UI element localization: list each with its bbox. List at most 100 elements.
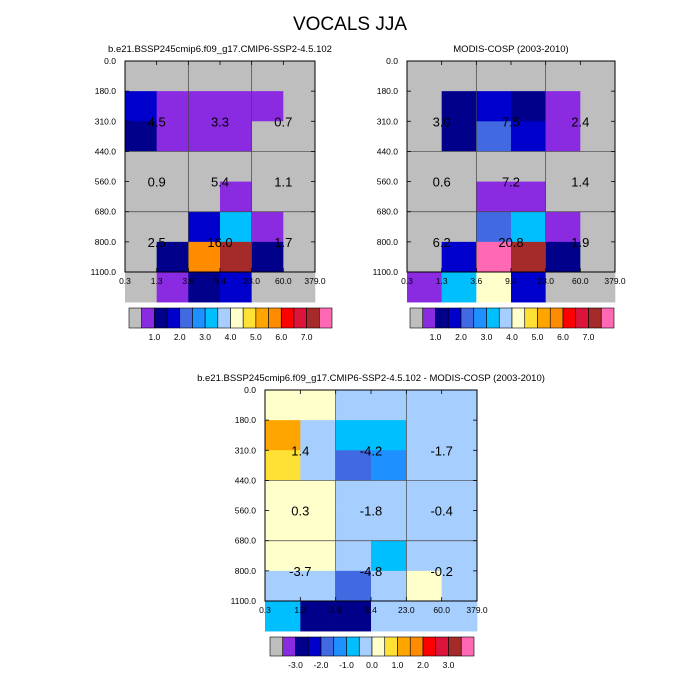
heatmap-cell — [220, 211, 252, 243]
y-tick-label: 440.0 — [377, 146, 399, 156]
heatmap-cell — [407, 241, 442, 273]
heatmap-cell — [441, 61, 477, 92]
colorbar-swatch — [537, 307, 551, 329]
heatmap-cell — [441, 480, 478, 511]
heatmap-cell — [265, 510, 301, 542]
heatmap-cell — [441, 570, 478, 602]
region-value-label: 3.0 — [433, 114, 451, 129]
colorbar-swatch — [600, 307, 615, 329]
colorbar-swatch — [293, 307, 307, 329]
heatmap-cell — [371, 390, 407, 421]
heatmap-cell — [156, 181, 189, 213]
region-value-label: -3.7 — [289, 564, 311, 579]
colorbar-label: 6.0 — [275, 332, 287, 342]
heatmap-cell — [251, 151, 284, 182]
colorbar-label: 3.0 — [443, 660, 455, 670]
heatmap-cell — [251, 181, 284, 213]
y-tick-label: 180.0 — [377, 86, 399, 96]
y-tick-label: 440.0 — [95, 146, 117, 156]
heatmap-cell — [407, 272, 442, 303]
colorbar-swatch — [255, 307, 269, 329]
x-tick-label: 9.4 — [505, 276, 517, 286]
y-tick-label: 680.0 — [235, 536, 257, 546]
heatmap-cell — [406, 450, 442, 481]
heatmap-cell — [156, 151, 189, 182]
region-value-label: -0.4 — [430, 504, 452, 519]
heatmap-cell — [220, 241, 252, 273]
heatmap-cell — [283, 61, 316, 92]
heatmap-cell — [156, 121, 189, 152]
heatmap-cell — [265, 420, 301, 451]
heatmap-cell — [335, 390, 372, 421]
colorbar-swatch — [166, 307, 181, 329]
heatmap-cell — [406, 480, 442, 511]
heatmap-cell — [441, 601, 478, 632]
heatmap-cell — [371, 510, 407, 542]
colorbar-swatch — [128, 307, 142, 329]
heatmap-cell — [335, 450, 372, 481]
heatmap-cell — [335, 540, 372, 572]
colorbar-label: 5.0 — [250, 332, 262, 342]
x-tick-label: 379.0 — [604, 276, 626, 286]
region-value-label: 2.5 — [148, 235, 166, 250]
colorbar-swatch — [435, 307, 449, 329]
colorbar-swatch — [460, 307, 475, 329]
y-tick-label: 440.0 — [235, 475, 257, 485]
x-tick-label: 1.3 — [294, 605, 306, 615]
colorbar-swatch — [268, 307, 282, 329]
heatmap-cell — [511, 91, 546, 122]
heatmap-cell — [407, 211, 442, 243]
heatmap-cell — [156, 61, 189, 92]
panel-title: b.e21.BSSP245cmip6.f09_g17.CMIP6-SSP2-4.… — [108, 44, 332, 55]
colorbar-swatch — [422, 636, 437, 657]
region-value-label: 1.7 — [274, 235, 292, 250]
colorbar-swatch — [282, 636, 296, 657]
heatmap-cell — [371, 420, 407, 451]
region-value-label: 4.5 — [148, 114, 166, 129]
heatmap-cell — [407, 181, 442, 213]
heatmap-cell — [265, 390, 301, 421]
colorbar-swatch — [295, 636, 309, 657]
colorbar-swatch — [575, 307, 589, 329]
heatmap-cell — [580, 272, 616, 303]
heatmap-cell — [580, 181, 616, 213]
heatmap-cell — [125, 272, 157, 303]
heatmap-cell — [545, 121, 581, 152]
region-value-label: 2.4 — [571, 114, 589, 129]
heatmap-cell — [545, 151, 581, 182]
colorbar-swatch — [319, 307, 333, 329]
heatmap-cell — [407, 151, 442, 182]
region-value-label: 6.2 — [433, 235, 451, 250]
heatmap-cell — [511, 211, 546, 243]
heatmap-cell — [125, 181, 157, 213]
x-tick-label: 1.3 — [436, 276, 448, 286]
heatmap-cell — [511, 121, 546, 152]
colorbar-swatch — [204, 307, 219, 329]
colorbar-label: 0.0 — [366, 660, 378, 670]
colorbar-label: -2.0 — [314, 660, 329, 670]
heatmap-cell — [580, 91, 616, 122]
panel-title: b.e21.BSSP245cmip6.f09_g17.CMIP6-SSP2-4.… — [197, 373, 545, 384]
colorbar-label: 1.0 — [148, 332, 160, 342]
colorbar-label: 2.0 — [417, 660, 429, 670]
heatmap-cell — [125, 121, 157, 152]
colorbar-swatch — [486, 307, 500, 329]
y-tick-label: 1100.0 — [231, 596, 257, 606]
heatmap-cell — [251, 91, 284, 122]
panel-modis: MODIS-COSP (2003-2010) 0.3 1.3 3.6 9.4 23.0 60… — [373, 44, 626, 342]
heatmap-cell — [125, 241, 157, 273]
colorbar-swatch — [217, 307, 231, 329]
region-value-label: 1.4 — [571, 175, 589, 190]
region-value-label: 7.2 — [502, 175, 520, 190]
panel-difference: b.e21.BSSP245cmip6.f09_g17.CMIP6-SSP2-4.… — [197, 373, 545, 670]
region-value-label: 0.3 — [291, 504, 309, 519]
colorbar-swatch — [448, 636, 462, 657]
heatmap-cell — [441, 91, 477, 122]
heatmap-cell — [476, 181, 512, 213]
heatmap-cell — [580, 151, 616, 182]
heatmap-cell — [441, 450, 478, 481]
heatmap-cell — [300, 390, 336, 421]
heatmap-cell — [476, 61, 512, 92]
colorbar-swatch — [524, 307, 538, 329]
heatmap-cell — [300, 450, 336, 481]
